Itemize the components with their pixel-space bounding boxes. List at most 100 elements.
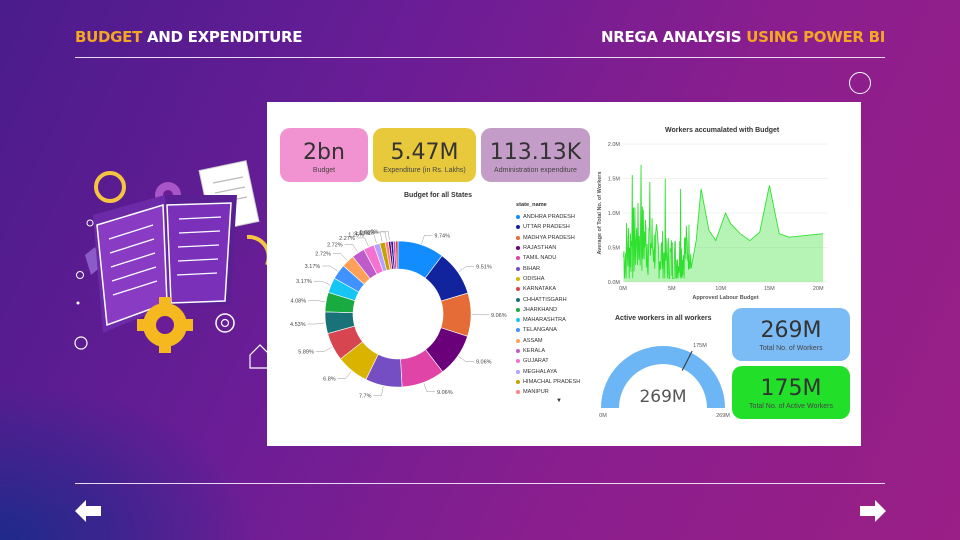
legend-item[interactable]: JHARKHAND bbox=[516, 305, 580, 315]
donut-data-label: 6.8% bbox=[323, 376, 336, 382]
x-tick-label: 10M bbox=[715, 286, 726, 292]
donut-leader-line bbox=[372, 232, 383, 242]
kpi-card-expenditure: 5.47M Expenditure (in Rs. Lakhs) bbox=[373, 128, 476, 182]
legend-swatch bbox=[516, 256, 520, 261]
donut-leader-line bbox=[344, 244, 358, 253]
donut-data-label: 9.74% bbox=[434, 233, 450, 239]
donut-data-label: 5.89% bbox=[298, 349, 314, 355]
area-chart-title: Workers accumalated with Budget bbox=[665, 127, 780, 134]
legend-swatch bbox=[516, 338, 520, 343]
legend-swatch bbox=[516, 379, 520, 384]
legend-swatch bbox=[516, 349, 520, 353]
gauge-target-label: 175M bbox=[693, 343, 707, 349]
donut-data-label: 4.08% bbox=[291, 298, 307, 304]
kpi-label: Total No. of Active Workers bbox=[749, 403, 833, 410]
previous-slide-arrow-icon[interactable] bbox=[75, 500, 101, 522]
dashboard-panel: 2bn Budget 5.47M Expenditure (in Rs. Lak… bbox=[267, 102, 861, 446]
legend-item[interactable]: HIMACHAL PRADESH bbox=[516, 377, 580, 387]
legend-swatch bbox=[516, 266, 520, 271]
legend-swatch bbox=[516, 215, 520, 220]
legend-item[interactable]: ASSAM bbox=[516, 336, 580, 346]
donut-leader-line bbox=[377, 231, 387, 241]
legend-item[interactable]: MAHARASHTRA bbox=[516, 315, 580, 325]
legend-label: HIMACHAL PRADESH bbox=[523, 378, 581, 385]
gauge-value-arc bbox=[601, 346, 725, 408]
slide-title: BUDGET AND EXPENDITURE bbox=[75, 28, 302, 46]
y-tick-label: 0.0M bbox=[608, 280, 621, 286]
gauge-title: Active workers in all workers bbox=[615, 315, 712, 322]
legend-item[interactable]: KARNATAKA bbox=[516, 284, 580, 294]
legend-swatch bbox=[516, 297, 520, 302]
legend-item[interactable]: BIHAR bbox=[516, 263, 580, 273]
bottom-divider bbox=[75, 483, 885, 484]
legend-label: RAJASTHAN bbox=[523, 245, 557, 252]
legend-item[interactable]: MANIPUR bbox=[516, 387, 580, 397]
x-tick-label: 15M bbox=[764, 286, 775, 292]
legend-label: TAMIL NADU bbox=[523, 255, 557, 262]
legend-swatch bbox=[516, 276, 520, 281]
donut-leader-line bbox=[365, 234, 377, 244]
y-tick-label: 2.0M bbox=[608, 142, 621, 148]
donut-data-label: 9.51% bbox=[476, 265, 492, 271]
donut-data-label: 9.06% bbox=[437, 390, 453, 396]
donut-leader-line bbox=[307, 322, 325, 325]
legend-title: state_name bbox=[516, 202, 547, 208]
top-divider bbox=[75, 57, 885, 58]
legend-scroll-down-icon[interactable]: ▼ bbox=[556, 398, 562, 405]
legend-item[interactable]: KERALA bbox=[516, 346, 580, 356]
legend-label: JHARKHAND bbox=[523, 306, 558, 313]
legend-item[interactable]: MEGHALAYA bbox=[516, 366, 580, 376]
legend-swatch bbox=[516, 390, 520, 395]
legend-swatch bbox=[516, 287, 520, 292]
donut-leader-line bbox=[458, 356, 474, 362]
workers-area-chart: 0.0M 0.5M 1.0M 1.5M 2.0M 0M 5M 10M 15M 20M Approve… bbox=[597, 142, 828, 301]
y-tick-label: 1.0M bbox=[608, 211, 621, 217]
legend-label: MAHARASHTRA bbox=[523, 317, 566, 324]
legend-swatch bbox=[516, 328, 520, 333]
donut-leader-line bbox=[356, 237, 369, 247]
slide-title-accent: BUDGET bbox=[75, 28, 143, 46]
donut-data-label: 4.53% bbox=[290, 322, 306, 328]
donut-leader-line bbox=[322, 265, 338, 272]
legend-item[interactable]: ANDHRA PRADESH bbox=[516, 212, 580, 222]
legend-label: MADHYA PRADESH bbox=[523, 234, 575, 241]
legend-label: BIHAR bbox=[523, 265, 541, 272]
y-axis-label: Average of Total No. of Workers bbox=[597, 171, 603, 254]
background-glow bbox=[0, 380, 260, 540]
legend-label: ANDHRA PRADESH bbox=[523, 214, 575, 221]
kpi-value: 175M bbox=[760, 376, 822, 401]
kpi-value: 5.47M bbox=[390, 140, 459, 165]
kpi-value: 269M bbox=[760, 318, 822, 343]
legend-item[interactable]: UTTAR PRADESH bbox=[516, 222, 580, 232]
legend-item[interactable]: CHHATTISGARH bbox=[516, 294, 580, 304]
legend-item[interactable]: GUJARAT bbox=[516, 356, 580, 366]
budget-donut-chart: 9.74% 9.51% 9.06% 9.06% 9.06% 7.7% 6.8% 5.89% 4.… bbox=[290, 230, 507, 400]
series-line[interactable] bbox=[623, 164, 824, 279]
donut-data-label: 3.17% bbox=[305, 264, 321, 270]
legend-item[interactable]: MADHYA PRADESH bbox=[516, 233, 580, 243]
legend-item[interactable]: ODISHA bbox=[516, 274, 580, 284]
kpi-label: Administration expenditure bbox=[494, 167, 577, 174]
y-tick-label: 1.5M bbox=[608, 177, 621, 183]
legend-swatch bbox=[516, 225, 520, 230]
donut-data-label: 9.06% bbox=[476, 360, 492, 366]
kpi-value: 113.13K bbox=[489, 140, 582, 165]
x-tick-label: 20M bbox=[813, 286, 824, 292]
legend-swatch bbox=[516, 369, 520, 374]
next-slide-arrow-icon[interactable] bbox=[860, 500, 886, 522]
legend-label: MANIPUR bbox=[523, 389, 549, 396]
legend-label: MEGHALAYA bbox=[523, 368, 557, 375]
donut-leader-line bbox=[380, 231, 390, 241]
active-workers-gauge: 175M 269M 0M 269M bbox=[599, 343, 730, 419]
legend-item[interactable]: RAJASTHAN bbox=[516, 243, 580, 253]
donut-data-label: 1.25% bbox=[348, 233, 364, 239]
legend-item[interactable]: TELANGANA bbox=[516, 325, 580, 335]
legend-item[interactable]: TAMIL NADU bbox=[516, 253, 580, 263]
gauge-target-marker bbox=[681, 350, 693, 371]
legend-label: ODISHA bbox=[523, 275, 545, 282]
donut-leader-line bbox=[308, 300, 326, 303]
donut-leader-line bbox=[373, 386, 384, 396]
donut-slice[interactable] bbox=[395, 240, 399, 270]
legend-swatch bbox=[516, 235, 520, 240]
donut-title: Budget for all States bbox=[404, 192, 473, 199]
